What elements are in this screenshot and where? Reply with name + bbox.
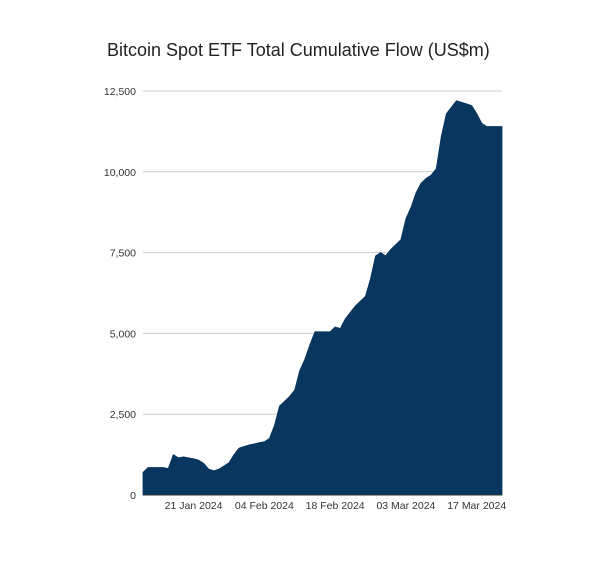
area-series-fill [142, 100, 503, 496]
y-tick-label: 7,500 [110, 248, 136, 260]
x-tick-label: 17 Mar 2024 [447, 500, 506, 512]
y-tick-label: 12,500 [104, 86, 136, 98]
y-tick-label: 5,000 [110, 328, 136, 340]
y-tick-label: 0 [130, 490, 136, 502]
x-tick-label: 03 Mar 2024 [376, 500, 435, 512]
y-tick-label: 2,500 [110, 409, 136, 421]
x-tick-label: 21 Jan 2024 [165, 500, 223, 512]
y-axis-tick-labels: 0 2,500 5,000 7,500 10,000 12,500 [104, 86, 136, 502]
y-tick-label: 10,000 [104, 167, 136, 179]
x-tick-label: 18 Feb 2024 [306, 500, 365, 512]
chart-title: Bitcoin Spot ETF Total Cumulative Flow (… [107, 40, 490, 60]
area-series [142, 100, 503, 496]
x-axis-tick-labels: 21 Jan 2024 04 Feb 2024 18 Feb 2024 03 Mar … [165, 500, 507, 512]
x-tick-label: 04 Feb 2024 [235, 500, 294, 512]
